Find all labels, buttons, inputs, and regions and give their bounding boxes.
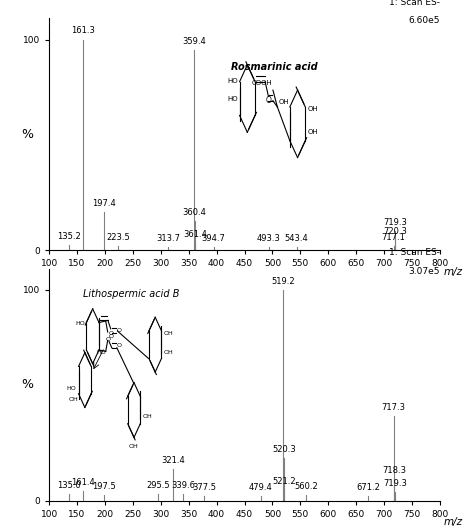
Text: %: % (22, 128, 34, 141)
Text: OH: OH (307, 129, 318, 135)
Text: 560.2: 560.2 (294, 482, 318, 491)
Text: OH: OH (278, 99, 289, 105)
Text: 161.3: 161.3 (72, 26, 95, 35)
Text: 361.4: 361.4 (183, 230, 207, 239)
Text: %: % (22, 378, 34, 391)
Text: 1: Scan ES-: 1: Scan ES- (389, 0, 440, 7)
Text: OH: OH (307, 106, 318, 112)
Text: 321.4: 321.4 (161, 456, 184, 465)
Text: O: O (116, 343, 121, 348)
Text: 543.4: 543.4 (285, 234, 308, 243)
Text: OH: OH (142, 414, 152, 419)
Text: 671.2: 671.2 (356, 483, 380, 492)
Text: 359.4: 359.4 (182, 37, 206, 46)
Text: m/z: m/z (444, 517, 463, 527)
Text: 717.3: 717.3 (382, 403, 406, 412)
Text: 339.6: 339.6 (171, 481, 195, 490)
Text: 719.3: 719.3 (383, 479, 407, 488)
Text: OH: OH (129, 444, 139, 448)
Text: HO: HO (75, 321, 85, 326)
Text: 1: Scan ES-: 1: Scan ES- (389, 248, 440, 257)
Text: O: O (265, 96, 271, 105)
Text: HO: HO (227, 78, 238, 84)
Text: HO: HO (67, 386, 76, 391)
Text: 479.4: 479.4 (249, 483, 273, 492)
Text: Lithospermic acid B: Lithospermic acid B (83, 289, 179, 299)
Text: 493.3: 493.3 (257, 234, 281, 243)
Text: 295.5: 295.5 (146, 481, 170, 490)
Text: 3.07e5: 3.07e5 (409, 267, 440, 276)
Text: 520.3: 520.3 (272, 445, 296, 454)
Text: 360.4: 360.4 (183, 208, 206, 217)
Text: 6.60e5: 6.60e5 (409, 16, 440, 25)
Text: Rosmarinic acid: Rosmarinic acid (231, 62, 317, 72)
Text: OH: OH (164, 331, 173, 336)
Text: 519.2: 519.2 (271, 277, 295, 286)
Text: O: O (117, 328, 122, 334)
Text: HO: HO (96, 349, 106, 355)
Text: 717.1: 717.1 (382, 233, 406, 242)
Text: 394.7: 394.7 (202, 234, 226, 243)
Text: 161.4: 161.4 (72, 478, 95, 487)
Text: 313.7: 313.7 (156, 234, 181, 243)
Text: 223.5: 223.5 (106, 233, 130, 242)
Text: COOH: COOH (252, 80, 272, 86)
Text: O: O (108, 334, 113, 339)
Text: OH: OH (164, 350, 173, 355)
Text: O: O (108, 331, 113, 336)
Text: OH: OH (69, 397, 79, 402)
Text: 521.2: 521.2 (272, 477, 296, 486)
Text: 719.3: 719.3 (383, 218, 407, 227)
Text: 197.4: 197.4 (92, 199, 116, 208)
Text: 197.5: 197.5 (92, 482, 116, 491)
Text: 718.3: 718.3 (382, 466, 406, 475)
Text: 135.2: 135.2 (57, 232, 80, 241)
Text: 135.0: 135.0 (57, 481, 80, 490)
Text: 377.5: 377.5 (192, 483, 216, 492)
Text: HO: HO (227, 95, 238, 102)
Text: m/z: m/z (444, 267, 463, 277)
Text: 720.3: 720.3 (383, 227, 407, 236)
Text: O: O (105, 337, 110, 342)
